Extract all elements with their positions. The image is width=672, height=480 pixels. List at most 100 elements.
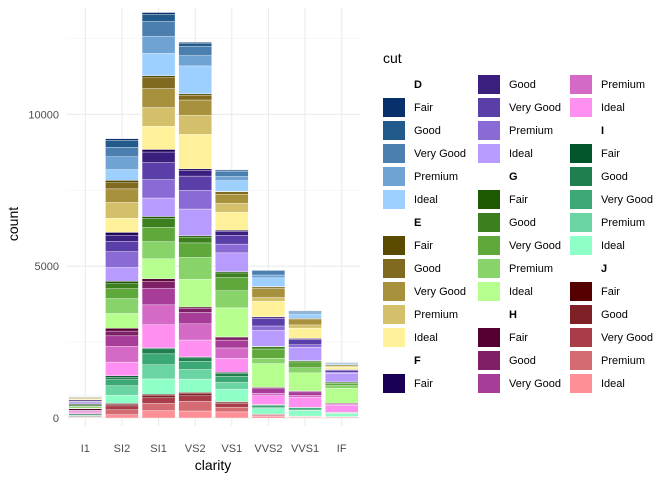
bar-segment-I1-G-premium [68,406,102,409]
bar-segment-SI2-F-fair [105,232,139,236]
bar-segment-SI1-H-ideal [141,324,176,349]
bar-segment-VVS1-F-premium [288,344,322,348]
bar-segment-IF-G-premium [325,385,359,389]
y-tick-label: 5000 [35,261,59,273]
legend-label: Premium [601,79,645,91]
bar-segment-VS2-I-good [178,357,212,362]
bar-segment-SI2-E-fair [105,180,139,183]
bar-segment-VS2-H-fair [178,306,212,309]
bar-segment-VS1-F-very-good [215,234,249,245]
bar-segment-SI1-J-good [141,394,176,398]
x-tick-label: VS1 [221,443,242,455]
bar-segment-SI2-D-very-good [105,147,139,157]
bar-segment-VVS2-H-ideal [251,395,286,405]
legend-swatch [478,282,500,301]
legend-swatch [383,121,405,140]
legend-swatch [383,167,405,186]
bar-segment-SI1-D-ideal [141,53,176,76]
bar-segment-VVS2-D-premium [251,274,286,279]
bar-segment-VVS1-D-very-good [288,311,322,313]
legend-label: Very Good [509,240,561,252]
legend-swatch [383,374,405,393]
bar-segment-VVS2-D-very-good [251,270,286,276]
bar-segment-VVS2-I-very-good [251,405,286,408]
bar-segment-SI2-E-good [105,182,139,190]
legend-swatch [478,351,500,370]
bar-segment-VS2-G-good [178,236,212,244]
legend-label: Premium [414,309,458,321]
legend-swatch [383,259,405,278]
legend-swatch [383,305,405,324]
bar-segment-SI1-G-ideal [141,258,176,280]
legend-swatch [570,305,592,324]
bar-segment-VS1-H-ideal [215,357,249,373]
bar-segment-VS1-H-premium [215,347,249,359]
bar-segment-SI1-G-very-good [141,227,176,242]
bar-segment-VS2-J-premium [178,401,212,412]
bar-segment-VVS1-G-premium [288,367,322,374]
bar-segment-VVS2-G-good [251,346,286,350]
legend-label: Fair [601,286,620,298]
bar-segment-VVS2-I-ideal [251,408,286,415]
bar-segment-VS1-I-very-good [215,376,249,383]
bar-segment-SI1-H-very-good [141,288,176,306]
bar-segment-SI1-F-ideal [141,197,176,217]
bar-segment-VS2-E-very-good [178,99,212,116]
bar-segment-SI2-G-very-good [105,288,139,299]
legend-label: Fair [601,148,620,160]
bar-segment-VVS1-I-very-good [288,407,322,411]
legend: D Fair Good Very Good Premium Ideal E Fair Good V… [383,75,653,393]
bar-segment-SI2-G-premium [105,298,139,314]
bar-segment-SI2-E-very-good [105,188,139,203]
bar-segment-VS2-E-premium [178,115,212,135]
bar-segment-SI2-D-premium [105,156,139,170]
legend-label: Good [509,217,536,229]
bar-segment-VS2-F-good [178,170,212,177]
legend-label: Ideal [414,194,438,206]
legend-group-header: G [509,171,518,183]
bar-segment-VS2-D-very-good [178,46,212,56]
bar-segment-VVS2-H-very-good [251,388,286,394]
legend-swatch [570,328,592,347]
bar-segment-SI1-I-good [141,348,176,355]
bar-segment-VS1-I-premium [215,382,249,390]
bar-segment-VS1-D-premium [215,176,249,181]
legend-label: Premium [601,217,645,229]
bar-segment-VVS1-F-ideal [288,347,322,361]
bar-segment-VS1-D-good [215,169,249,172]
bar-segment-SI1-F-good [141,151,176,163]
legend-swatch [570,144,592,163]
legend-swatch [570,213,592,232]
bar-segment-IF-H-premium [325,403,359,406]
bar-segment-SI2-H-very-good [105,335,139,347]
legend-label: Fair [509,194,528,206]
bar-segment-SI2-D-good [105,140,139,148]
bar-segment-VS2-F-ideal [178,208,212,236]
legend-swatch [383,98,405,117]
bar-segment-SI1-E-ideal [141,126,176,150]
legend-group-header: E [414,217,421,229]
bar-segment-VVS2-G-very-good [251,348,286,359]
bar-segment-VS1-G-premium [215,290,249,309]
bar-segment-VVS1-H-premium [288,395,322,398]
bar-segment-VVS1-E-premium [288,324,322,329]
bar-segment-SI1-G-fair [141,216,176,219]
bar-segment-SI1-E-fair [141,75,176,78]
legend-group-header: H [509,309,517,321]
bar-segment-SI2-H-fair [105,328,139,332]
bar-segment-VS2-I-ideal [178,378,212,393]
bar-segment-SI2-F-ideal [105,267,139,282]
bar-segment-SI2-G-fair [105,281,139,284]
bar-segment-SI1-F-premium [141,179,176,199]
bar-segment-SI1-F-very-good [141,162,176,180]
legend-label: Fair [509,332,528,344]
bar-segment-SI1-H-good [141,280,176,289]
bar-segment-VVS2-D-ideal [251,277,286,287]
legend-swatch [570,190,592,209]
x-axis-title: clarity [195,457,232,473]
bar-segment-SI2-H-premium [105,346,139,363]
legend-swatch [570,167,592,186]
legend-swatch [570,98,592,117]
bar-segment-IF-H-ideal [325,405,359,413]
legend-swatch [570,236,592,255]
